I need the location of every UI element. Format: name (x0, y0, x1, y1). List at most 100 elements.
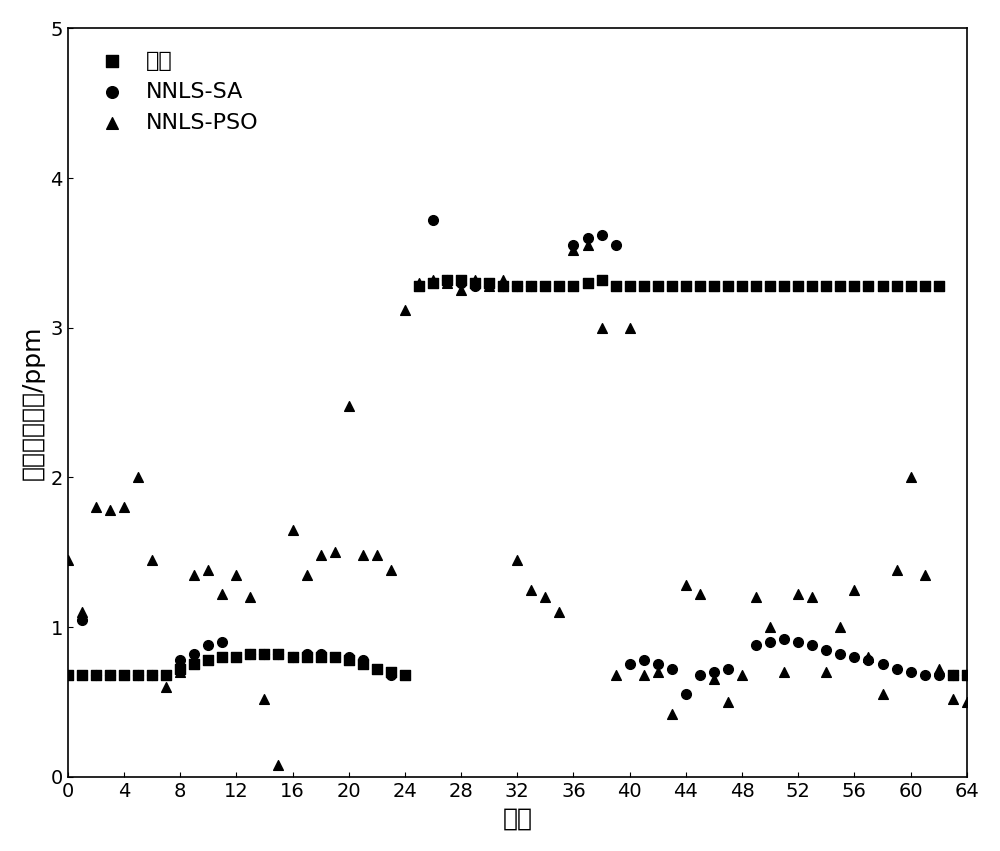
真值 (762, 279, 778, 293)
真值 (453, 273, 469, 287)
真值 (509, 279, 525, 293)
真值 (860, 279, 876, 293)
NNLS-PSO (74, 605, 90, 619)
NNLS-SA (776, 632, 792, 646)
NNLS-PSO (369, 548, 385, 562)
真值 (706, 279, 722, 293)
NNLS-SA (74, 613, 90, 626)
真值 (299, 650, 315, 664)
NNLS-PSO (425, 273, 441, 287)
NNLS-PSO (158, 680, 174, 694)
真值 (495, 279, 511, 293)
NNLS-PSO (776, 665, 792, 679)
NNLS-PSO (355, 548, 371, 562)
NNLS-PSO (523, 583, 539, 597)
NNLS-PSO (636, 668, 652, 682)
NNLS-PSO (748, 591, 764, 604)
真值 (74, 668, 90, 682)
NNLS-SA (875, 658, 891, 671)
真值 (369, 662, 385, 676)
真值 (748, 279, 764, 293)
NNLS-PSO (60, 553, 76, 567)
NNLS-PSO (102, 504, 118, 517)
真值 (130, 668, 146, 682)
NNLS-SA (495, 279, 511, 293)
NNLS-PSO (664, 707, 680, 721)
真值 (636, 279, 652, 293)
NNLS-SA (200, 638, 216, 652)
NNLS-PSO (186, 568, 202, 581)
NNLS-SA (467, 279, 483, 293)
真值 (537, 279, 553, 293)
NNLS-SA (439, 273, 455, 287)
NNLS-SA (172, 654, 188, 667)
NNLS-PSO (706, 672, 722, 686)
NNLS-PSO (650, 665, 666, 679)
真值 (481, 276, 497, 289)
NNLS-PSO (875, 688, 891, 701)
NNLS-PSO (678, 579, 694, 592)
NNLS-PSO (734, 668, 750, 682)
NNLS-SA (636, 654, 652, 667)
NNLS-PSO (790, 587, 806, 601)
NNLS-SA (706, 665, 722, 679)
真值 (594, 273, 610, 287)
NNLS-SA (481, 279, 497, 293)
NNLS-SA (453, 276, 469, 289)
NNLS-SA (130, 668, 146, 682)
NNLS-SA (917, 668, 933, 682)
NNLS-PSO (88, 500, 104, 514)
NNLS-SA (383, 668, 399, 682)
NNLS-SA (299, 648, 315, 661)
NNLS-PSO (327, 545, 343, 559)
真值 (804, 279, 820, 293)
真值 (270, 648, 286, 661)
NNLS-SA (846, 650, 862, 664)
NNLS-PSO (622, 321, 638, 334)
NNLS-SA (678, 688, 694, 701)
真值 (734, 279, 750, 293)
真值 (875, 279, 891, 293)
NNLS-PSO (818, 665, 834, 679)
NNLS-PSO (889, 563, 905, 577)
NNLS-SA (903, 665, 919, 679)
真值 (832, 279, 848, 293)
真值 (327, 650, 343, 664)
真值 (172, 662, 188, 676)
NNLS-SA (748, 638, 764, 652)
NNLS-PSO (256, 692, 272, 705)
真值 (551, 279, 567, 293)
NNLS-PSO (130, 471, 146, 484)
真值 (60, 668, 76, 682)
真值 (678, 279, 694, 293)
NNLS-SA (242, 648, 258, 661)
真值 (228, 650, 244, 664)
NNLS-SA (664, 662, 680, 676)
真值 (565, 279, 581, 293)
NNLS-SA (692, 668, 708, 682)
真值 (411, 279, 427, 293)
真值 (186, 658, 202, 671)
NNLS-PSO (580, 238, 596, 252)
NNLS-PSO (509, 553, 525, 567)
NNLS-PSO (608, 668, 624, 682)
NNLS-PSO (917, 568, 933, 581)
NNLS-SA (959, 668, 975, 682)
NNLS-SA (256, 648, 272, 661)
NNLS-SA (509, 279, 525, 293)
NNLS-PSO (846, 583, 862, 597)
X-axis label: 网格: 网格 (502, 806, 532, 831)
真值 (200, 654, 216, 667)
NNLS-PSO (481, 279, 497, 293)
NNLS-SA (425, 213, 441, 226)
NNLS-SA (804, 638, 820, 652)
NNLS-PSO (116, 500, 132, 514)
NNLS-SA (945, 668, 961, 682)
真值 (158, 668, 174, 682)
真值 (608, 279, 624, 293)
NNLS-PSO (270, 758, 286, 772)
真值 (341, 654, 357, 667)
NNLS-PSO (214, 587, 230, 601)
NNLS-PSO (720, 695, 736, 709)
NNLS-SA (818, 643, 834, 656)
